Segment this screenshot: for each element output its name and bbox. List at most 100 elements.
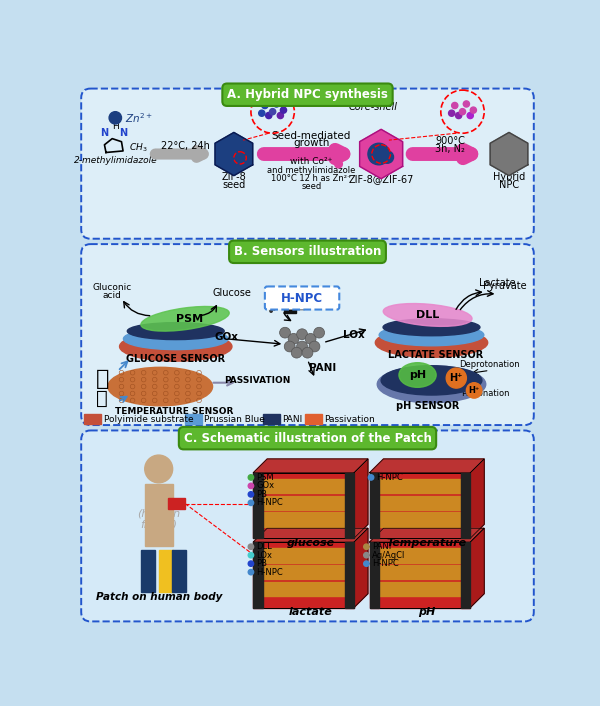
Circle shape: [455, 112, 462, 119]
Bar: [253, 473, 354, 538]
Text: LOx: LOx: [256, 551, 272, 560]
Bar: [461, 542, 470, 608]
Text: B. Sensors illustration: B. Sensors illustration: [234, 245, 381, 258]
Circle shape: [470, 107, 476, 113]
Text: NPC: NPC: [499, 180, 519, 190]
Text: Gluconic: Gluconic: [92, 283, 132, 292]
Polygon shape: [253, 528, 368, 542]
Text: H⁺: H⁺: [469, 386, 480, 395]
Circle shape: [259, 110, 265, 116]
Text: 100°C 12 h as Zn²⁺: 100°C 12 h as Zn²⁺: [271, 174, 352, 183]
Bar: [255, 496, 352, 510]
Circle shape: [460, 109, 466, 115]
Text: Pyruvate: Pyruvate: [484, 281, 527, 291]
Text: Ag/AgCl: Ag/AgCl: [372, 551, 405, 560]
Text: H⁺: H⁺: [449, 373, 463, 383]
Circle shape: [248, 500, 254, 505]
Bar: [141, 550, 155, 592]
Bar: [255, 582, 352, 596]
Text: seed: seed: [301, 181, 322, 191]
Circle shape: [248, 561, 254, 566]
Circle shape: [274, 101, 280, 107]
Polygon shape: [470, 528, 484, 608]
Text: H-NPC: H-NPC: [376, 473, 403, 482]
Text: DLL: DLL: [416, 310, 439, 320]
Bar: [255, 549, 352, 563]
Circle shape: [291, 347, 302, 358]
Text: H-NPC: H-NPC: [256, 498, 283, 508]
Circle shape: [280, 107, 287, 113]
Circle shape: [273, 308, 275, 310]
Ellipse shape: [399, 363, 436, 388]
Circle shape: [277, 112, 283, 119]
Text: GOx: GOx: [214, 333, 238, 342]
Text: DLL: DLL: [256, 542, 272, 551]
Text: LOx: LOx: [343, 330, 365, 340]
Bar: [371, 582, 469, 596]
Text: Passivation: Passivation: [325, 415, 376, 424]
Text: PSM: PSM: [176, 313, 203, 324]
Text: Patch on human body: Patch on human body: [95, 592, 222, 602]
Bar: [344, 542, 354, 608]
Text: PSM: PSM: [256, 473, 274, 482]
Bar: [371, 565, 469, 580]
Bar: [371, 513, 469, 527]
Polygon shape: [253, 459, 368, 473]
FancyBboxPatch shape: [81, 431, 534, 621]
Ellipse shape: [383, 319, 480, 336]
Text: seed: seed: [222, 180, 245, 190]
Text: with Co²⁺: with Co²⁺: [290, 157, 332, 166]
Text: Polyimide substrate: Polyimide substrate: [104, 415, 193, 424]
Circle shape: [248, 553, 254, 558]
Text: H-NPC: H-NPC: [281, 292, 323, 304]
Circle shape: [248, 483, 254, 489]
Circle shape: [467, 112, 473, 119]
Polygon shape: [370, 459, 484, 473]
Circle shape: [248, 544, 254, 549]
Text: pH SENSOR: pH SENSOR: [396, 401, 460, 411]
Text: Lactate: Lactate: [479, 278, 515, 289]
Polygon shape: [490, 133, 528, 176]
Bar: [371, 549, 469, 563]
Circle shape: [262, 102, 268, 109]
Circle shape: [248, 491, 254, 497]
FancyArrowPatch shape: [413, 150, 472, 158]
Ellipse shape: [127, 323, 224, 340]
Ellipse shape: [119, 332, 232, 361]
FancyBboxPatch shape: [81, 244, 534, 425]
Bar: [263, 414, 280, 424]
Text: 3h, N₂: 3h, N₂: [435, 144, 465, 154]
Bar: [158, 550, 173, 592]
Circle shape: [296, 329, 308, 340]
Ellipse shape: [379, 324, 484, 346]
Text: Core-shell: Core-shell: [349, 102, 398, 112]
Text: 900°C: 900°C: [435, 136, 465, 146]
Polygon shape: [284, 299, 304, 313]
Text: 2-methylimidazole: 2-methylimidazole: [73, 156, 157, 165]
Text: PANI: PANI: [282, 415, 302, 424]
Bar: [371, 496, 469, 510]
Text: PASSIVATION: PASSIVATION: [224, 376, 290, 385]
Text: Glucose: Glucose: [212, 288, 251, 298]
Bar: [370, 542, 470, 608]
Circle shape: [364, 561, 369, 566]
Bar: [370, 473, 379, 538]
Text: 🌡: 🌡: [96, 388, 108, 407]
Ellipse shape: [108, 367, 212, 406]
Circle shape: [381, 151, 394, 163]
Bar: [305, 414, 322, 424]
Bar: [145, 484, 173, 546]
Text: H-NPC: H-NPC: [256, 568, 283, 577]
Bar: [371, 479, 469, 493]
Text: Deprotonation: Deprotonation: [460, 360, 520, 369]
Text: GLUCOSE SENSOR: GLUCOSE SENSOR: [126, 354, 226, 364]
Text: Protonation: Protonation: [461, 389, 510, 397]
Bar: [253, 542, 354, 608]
Circle shape: [335, 160, 343, 168]
Text: $Zn^{2+}$: $Zn^{2+}$: [125, 111, 152, 125]
Text: pH: pH: [409, 370, 426, 380]
Text: PB: PB: [256, 490, 268, 499]
Text: LACTATE SENSOR: LACTATE SENSOR: [388, 350, 483, 360]
Circle shape: [302, 347, 313, 358]
Text: C. Schematic illustration of the Patch: C. Schematic illustration of the Patch: [184, 431, 431, 445]
